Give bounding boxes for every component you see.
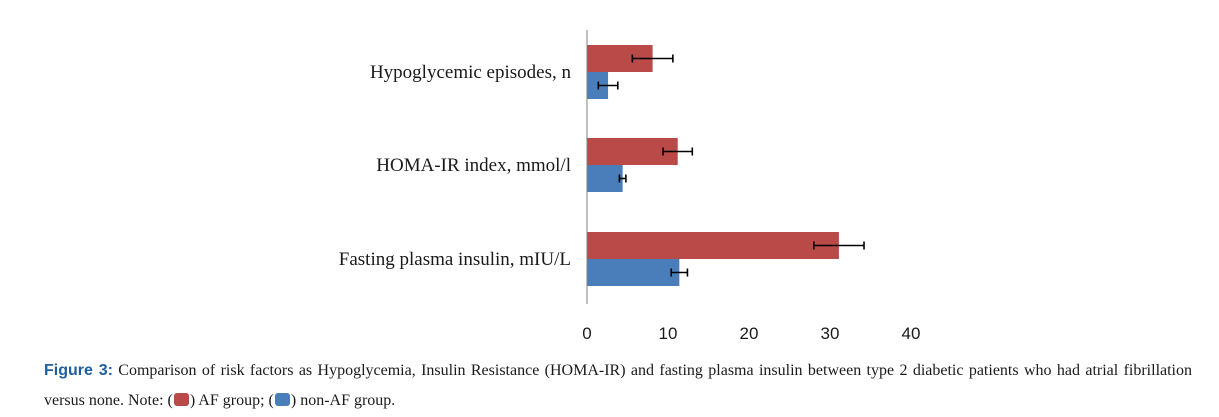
error-bar-af-group-3	[812, 241, 865, 250]
x-tick-label-20: 20	[740, 324, 759, 343]
error-bar-non-af-group-2	[618, 174, 627, 183]
bar-non-af-group-1	[587, 72, 609, 99]
caption-text-2: ) AF group; (	[189, 392, 274, 409]
caption-text-1: Comparison of risk factors as Hypoglycem…	[44, 362, 1193, 409]
bar-non-af-group-2	[587, 165, 623, 192]
category-label-1: Hypoglycemic episodes, n	[370, 62, 572, 83]
x-tick-label-30: 30	[821, 324, 840, 343]
caption-text-3: ) non-AF group.	[290, 392, 396, 409]
figure-caption: Figure 3: Comparison of risk factors as …	[44, 356, 1192, 416]
error-bar-non-af-group-3	[670, 268, 689, 277]
error-bar-non-af-group-1	[597, 81, 619, 90]
af-group-swatch	[173, 393, 189, 406]
non-af-group-swatch	[274, 393, 290, 406]
bar-chart: Hypoglycemic episodes, n HOMA-IR index, m…	[339, 30, 921, 343]
x-tick-label-0: 0	[582, 324, 591, 343]
category-label-3: Fasting plasma insulin, mIU/L	[339, 249, 571, 270]
bar-non-af-group-3	[587, 259, 680, 286]
error-bar-af-group-2	[662, 147, 694, 156]
error-bar-af-group-1	[631, 54, 674, 63]
x-tick-label-10: 10	[659, 324, 678, 343]
category-label-2: HOMA-IR index, mmol/l	[376, 155, 571, 176]
figure-label: Figure 3:	[44, 362, 113, 379]
x-tick-label-40: 40	[902, 324, 921, 343]
bar-af-group-3	[587, 232, 839, 259]
